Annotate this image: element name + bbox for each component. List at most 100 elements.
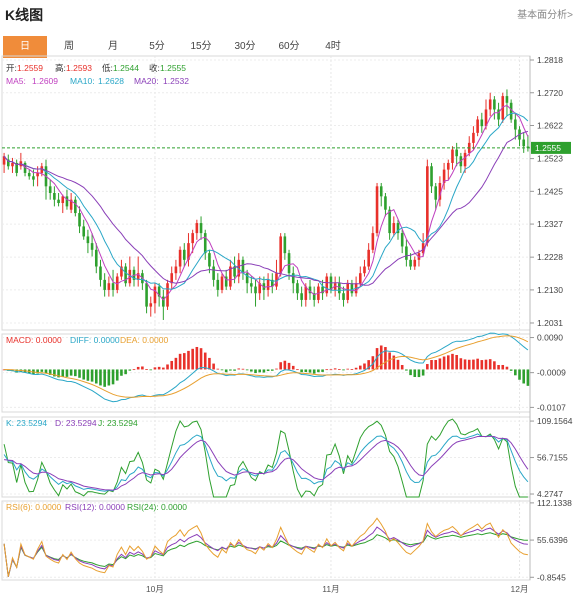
candle-body xyxy=(90,243,94,250)
macd-bar xyxy=(421,369,425,376)
fundamental-analysis-link[interactable]: 基本面分析> xyxy=(517,10,573,21)
macd-bar xyxy=(379,345,383,370)
macd-bar xyxy=(467,359,471,370)
price-tick-label: 1.2130 xyxy=(537,285,563,295)
low-label: 低: xyxy=(102,63,113,73)
candle-body xyxy=(371,233,375,250)
candle-body xyxy=(375,186,379,234)
macd-bar xyxy=(279,362,282,370)
macd-bar xyxy=(455,355,458,370)
ma20-label: MA20: xyxy=(134,76,159,86)
ma10-value: 1.2628 xyxy=(98,76,124,86)
candle-body xyxy=(405,246,408,260)
candle-body xyxy=(103,279,106,290)
tab-4hour[interactable]: 4时 xyxy=(325,41,341,52)
macd-tick-label: 0.0090 xyxy=(537,333,563,343)
macd-bar xyxy=(262,369,266,373)
macd-bar xyxy=(463,359,467,370)
macd-bar xyxy=(53,369,56,377)
macd-bar xyxy=(522,369,526,384)
chart-axes: 10月 11月 12月 1.2818 1.2720 1.2622 1.2523 1.2425 1… xyxy=(2,55,573,594)
kdj-d-line xyxy=(4,435,529,491)
candle-body xyxy=(392,223,396,234)
candle-body xyxy=(476,119,479,133)
tab-month[interactable]: 月 xyxy=(108,41,118,52)
candle-body xyxy=(153,286,157,304)
kdj-k-line xyxy=(3,433,529,492)
price-tick-label: 1.2523 xyxy=(537,154,563,164)
candle-body xyxy=(438,182,442,200)
candle-body xyxy=(233,266,236,277)
candle-body xyxy=(296,283,299,294)
macd-bar xyxy=(254,369,257,374)
tab-day[interactable]: 日 xyxy=(3,36,47,58)
ma5-line xyxy=(3,104,529,301)
macd-bar xyxy=(304,369,308,373)
candle-body xyxy=(526,146,530,148)
macd-bar xyxy=(333,368,337,370)
macd-bar xyxy=(229,369,232,371)
macd-bar xyxy=(275,368,278,370)
price-tick-label: 1.2228 xyxy=(537,252,563,262)
open-value: 1.2559 xyxy=(17,63,43,73)
macd-bar xyxy=(438,358,442,370)
macd-bar xyxy=(103,369,106,387)
candle-body xyxy=(446,162,450,170)
candle-body xyxy=(157,286,161,297)
price-tick-label: 1.2425 xyxy=(537,186,563,196)
macd-bar xyxy=(363,363,366,370)
macd-bar xyxy=(61,369,65,377)
candle-body xyxy=(94,249,98,267)
tab-60min[interactable]: 60分 xyxy=(278,41,300,52)
candle-body xyxy=(430,166,433,187)
candle-body xyxy=(379,186,383,197)
candle-body xyxy=(275,273,278,287)
candle-body xyxy=(421,243,425,254)
candle-body xyxy=(488,99,492,110)
candle-body xyxy=(514,119,517,130)
macd-bar xyxy=(472,359,475,370)
candle-body xyxy=(53,193,56,200)
macd-bar xyxy=(124,369,127,375)
ma10-line xyxy=(3,112,529,291)
macd-bar xyxy=(250,369,253,372)
tab-30min[interactable]: 30分 xyxy=(234,41,256,52)
candle-body xyxy=(442,169,446,183)
macd-bar xyxy=(329,369,333,371)
kdj-j-label: J: 23.5294 xyxy=(98,418,138,428)
tab-week[interactable]: 周 xyxy=(64,41,74,52)
macd-bar xyxy=(325,369,329,371)
macd-bar xyxy=(396,359,400,370)
kdj-tick-label: 4.2747 xyxy=(537,489,563,499)
candle-body xyxy=(99,266,102,280)
close-value: 1.2555 xyxy=(160,63,186,73)
macd-bar xyxy=(162,367,165,370)
candle-body xyxy=(61,196,65,204)
macd-bar xyxy=(82,369,86,380)
macd-bar xyxy=(199,348,203,370)
tab-5min[interactable]: 5分 xyxy=(149,41,165,52)
macd-bar xyxy=(296,369,299,371)
macd-bar xyxy=(145,369,148,370)
last-price-label: 1.2555 xyxy=(535,143,561,153)
candle-body xyxy=(178,249,182,267)
candle-body xyxy=(115,276,119,290)
tab-15min[interactable]: 15分 xyxy=(190,41,212,52)
rsi-tick-label: -0.8545 xyxy=(537,572,566,582)
candle-body xyxy=(107,283,111,290)
candle-body xyxy=(237,259,241,277)
candle-body xyxy=(23,162,27,173)
kdj-d-label: D: 23.5294 xyxy=(55,418,97,428)
macd-bar xyxy=(342,369,345,371)
candle-body xyxy=(287,253,291,274)
macd-bar xyxy=(178,353,182,370)
macd-bar xyxy=(187,350,190,370)
macd-bar xyxy=(241,368,245,370)
candle-body xyxy=(11,162,14,167)
macd-bar xyxy=(514,369,517,376)
macd-bar xyxy=(220,369,224,371)
macd-bar xyxy=(375,348,379,370)
candle-body xyxy=(254,286,257,294)
candle-body xyxy=(136,273,140,280)
